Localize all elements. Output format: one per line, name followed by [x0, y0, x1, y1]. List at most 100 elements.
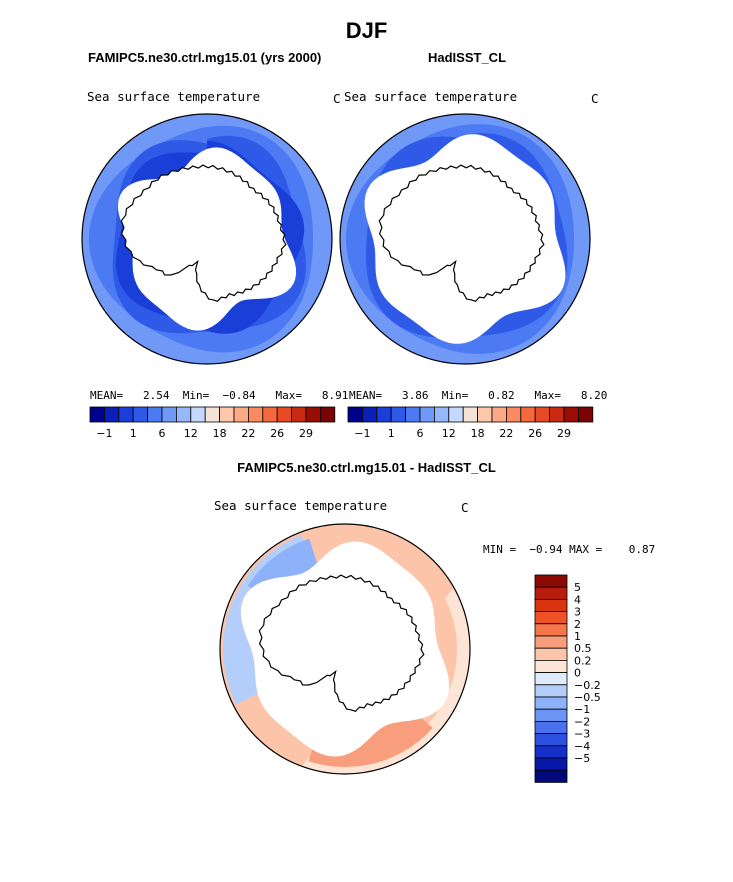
colorbar-diff-tick-label: 4 — [574, 593, 581, 606]
map-d-field — [220, 524, 470, 774]
colorbar-a-tick-label: 6 — [159, 427, 166, 440]
map-b-border — [339, 113, 591, 365]
panel-a-units: C — [333, 91, 341, 106]
colorbar-a-swatch — [305, 406, 321, 423]
colorbar-b-tick-label: −1 — [354, 427, 370, 440]
panel-a-mean-label: MEAN= — [90, 389, 124, 402]
colorbar-diff-tick-label: 5 — [574, 581, 581, 594]
colorbar-a-swatch — [276, 406, 292, 423]
panel-a-max: 8.91 — [321, 389, 349, 402]
colorbar-a-swatch — [103, 406, 120, 423]
colorbar-diff-tick-label: 2 — [574, 618, 581, 631]
colorbar-a-tick-label: −1 — [96, 427, 112, 440]
colorbar-b-tick-label: 22 — [499, 427, 513, 440]
colorbar-diff-tick-label: −3 — [574, 728, 590, 741]
colorbar-diff-swatch — [534, 769, 568, 783]
diff-min-label: MIN = — [483, 543, 517, 556]
colorbar-a: −1 1 6 12 18 22 26 29 — [89, 406, 336, 440]
panel-b-min: 0.82 — [488, 389, 515, 402]
colorbar-a-tick-label: 26 — [270, 427, 284, 440]
colorbar-diff-swatch — [534, 757, 568, 771]
diff-stats: MIN = −0.94 MAX = 0.87 — [483, 543, 655, 556]
colorbar-diff-tick-label: 0.2 — [574, 654, 592, 667]
panel-b-units: C — [591, 91, 599, 106]
colorbar-diff-tick-label: −0.5 — [574, 691, 601, 704]
colorbar-b-swatch — [419, 406, 435, 423]
colorbar-b-swatch — [434, 406, 450, 423]
colorbar-diff-swatch — [534, 611, 568, 625]
colorbar-diff-tick-label: −2 — [574, 715, 590, 728]
panel-b-max-label: Max= — [534, 389, 562, 402]
panel-b-max: 8.20 — [580, 389, 608, 402]
colorbar-diff-tick-label: −5 — [574, 752, 590, 765]
map-panel-b — [339, 113, 591, 365]
panel-a-min: −0.84 — [222, 389, 256, 402]
panel-b-min-label: Min= — [441, 389, 469, 402]
colorbar-a-tick-label: 29 — [299, 427, 313, 440]
colorbar-b-tick-label: 1 — [388, 427, 395, 440]
panel-a-mean: 2.54 — [143, 389, 170, 402]
colorbar-a-tick-label: 18 — [213, 427, 227, 440]
colorbar-diff-swatch — [534, 720, 568, 734]
panel-a-stats: MEAN= 2.54 Min= −0.84 Max= 8.91 — [90, 389, 348, 402]
colorbar-diff-tick-label: 0 — [574, 667, 581, 680]
map-a-field — [82, 114, 332, 364]
colorbar-b-swatch — [376, 406, 392, 423]
colorbar-diff-swatch — [534, 598, 568, 612]
colorbar-diff-tick-label: −1 — [574, 703, 590, 716]
colorbar-a-swatch — [118, 406, 134, 423]
colorbar-b-swatch — [505, 406, 522, 423]
map-a-border — [81, 113, 333, 365]
colorbar-a-swatch — [233, 406, 249, 423]
colorbar-diff-tick-label: −4 — [574, 740, 590, 753]
colorbar-diff-swatch — [534, 586, 568, 600]
colorbar-diff-swatch — [534, 635, 568, 649]
diff-units: C — [461, 500, 469, 515]
colorbar-a-swatch — [219, 406, 235, 423]
colorbar-b-swatch — [491, 406, 507, 423]
colorbar-a-swatch — [247, 406, 264, 423]
colorbar-b-swatch — [477, 406, 493, 423]
colorbar-b-swatch — [390, 406, 407, 423]
colorbar-a-tick-label: 12 — [184, 427, 198, 440]
panel-b-mean-label: MEAN= — [349, 389, 383, 402]
colorbar-a-swatch — [204, 406, 220, 423]
colorbar-b-swatch — [347, 406, 363, 423]
colorbar-b-swatch — [462, 406, 478, 423]
colorbar-diff-swatch — [534, 574, 568, 588]
colorbar-diff-tick-label: 3 — [574, 606, 581, 619]
colorbar-b: −1 1 6 12 18 22 26 29 — [347, 406, 594, 440]
panel-a-variable: Sea surface temperature — [87, 89, 261, 104]
colorbar-diff-tick-label: 1 — [574, 630, 581, 643]
map-a-antarctica-coastline — [120, 164, 287, 302]
colorbar-diff-tick-label: −0.2 — [574, 679, 601, 692]
map-d-border — [219, 523, 471, 775]
colorbar-diff-swatch — [534, 660, 568, 674]
colorbar-a-swatch — [291, 406, 307, 423]
colorbar-diff-tick-label: 0.5 — [574, 642, 592, 655]
colorbar-diff-swatch — [534, 708, 568, 722]
colorbar-b-swatch — [534, 406, 550, 423]
colorbar-b-swatch — [448, 406, 464, 423]
colorbar-a-swatch — [132, 406, 149, 423]
colorbar-a-tick-label: 1 — [130, 427, 137, 440]
colorbar-b-tick-label: 18 — [471, 427, 485, 440]
diff-panel-title: FAMIPC5.ne30.ctrl.mg15.01 - HadISST_CL — [237, 460, 496, 475]
diff-variable: Sea surface temperature — [214, 498, 388, 513]
colorbar-b-swatch — [563, 406, 579, 423]
colorbar-diff-swatch — [534, 672, 568, 686]
colorbar-b-tick-label: 12 — [442, 427, 456, 440]
colorbar-diff-swatch — [534, 647, 568, 661]
colorbar-b-swatch — [361, 406, 378, 423]
panel-a-max-label: Max= — [275, 389, 303, 402]
diff-max-label: MAX = — [569, 543, 603, 556]
colorbar-a-swatch — [190, 406, 206, 423]
panel-a-min-label: Min= — [182, 389, 210, 402]
colorbar-a-swatch — [262, 406, 278, 423]
map-b-field — [340, 114, 590, 364]
map-d-antarctica-coastline — [258, 574, 425, 712]
map-diff — [219, 523, 471, 775]
panel-b-mean: 3.86 — [402, 389, 429, 402]
colorbar-diff-swatch — [534, 696, 568, 710]
